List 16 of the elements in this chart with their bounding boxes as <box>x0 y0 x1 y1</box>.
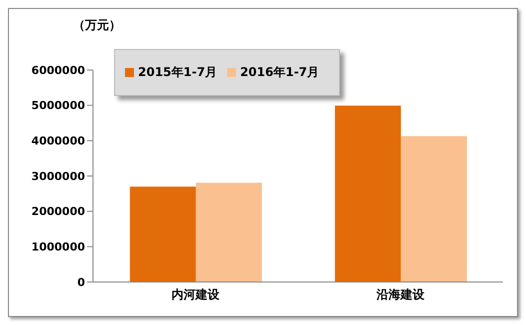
y-tick-label: 2000000 <box>31 205 86 218</box>
bar <box>130 186 196 282</box>
bar <box>196 182 262 282</box>
bar <box>334 106 401 282</box>
y-axis-title: （万元） <box>73 17 121 34</box>
x-tick-label: 沿海建设 <box>376 288 426 302</box>
y-tick-label: 4000000 <box>31 134 86 148</box>
y-tick-label: 1000000 <box>31 240 86 254</box>
y-tick-label: 3000000 <box>31 170 86 183</box>
y-tick-label: 6000000 <box>31 64 86 77</box>
y-tick-label: 5000000 <box>31 99 86 112</box>
legend-label: 2015年1-7月 <box>138 65 218 79</box>
legend-label: 2016年1-7月 <box>240 65 320 79</box>
x-tick-label: 内河建设 <box>172 288 220 302</box>
bar <box>400 136 467 282</box>
y-tick-label: 0 <box>77 276 86 289</box>
